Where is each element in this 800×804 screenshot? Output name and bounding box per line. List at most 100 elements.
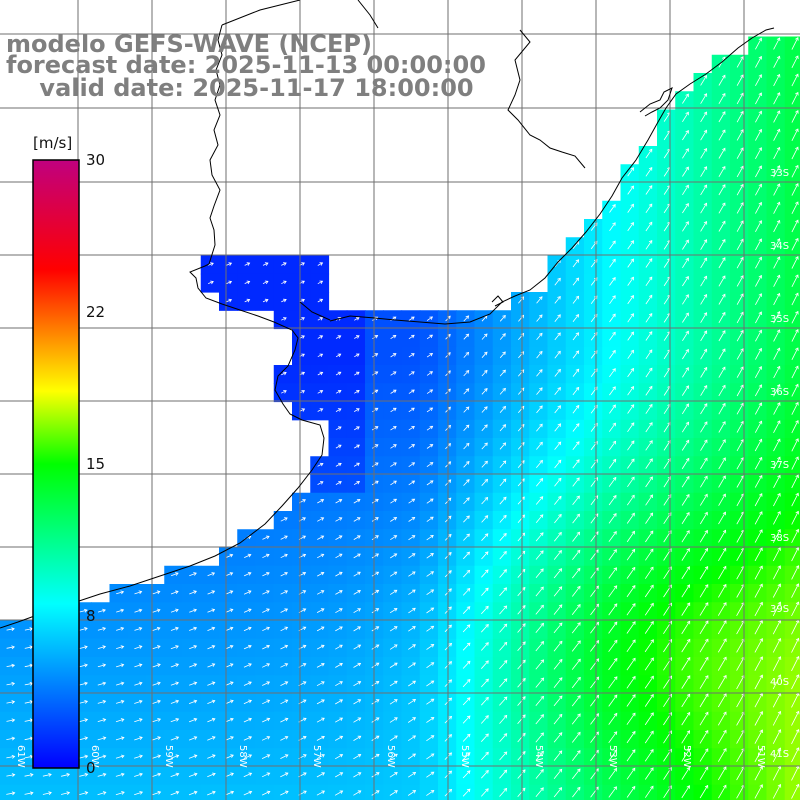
wind-cell — [456, 401, 476, 421]
wind-arrow-head — [248, 754, 253, 758]
wind-cell — [273, 711, 293, 731]
wind-arrow — [243, 572, 252, 577]
wind-cell — [711, 401, 731, 421]
wind-arrow-head — [11, 681, 16, 686]
wind-arrow — [718, 403, 726, 415]
wind-cell — [292, 766, 311, 786]
wind-arrow-head — [776, 292, 781, 297]
wind-arrow-head — [594, 386, 598, 391]
wind-cell — [584, 292, 603, 311]
wind-arrow — [97, 719, 106, 722]
wind-arrow-head — [595, 639, 600, 644]
wind-arrow-head — [632, 603, 636, 607]
wind-arrow — [535, 659, 544, 670]
wind-arrow-head — [650, 748, 654, 753]
wind-arrow-head — [575, 386, 580, 391]
wind-arrow — [627, 167, 634, 177]
wind-arrow-head — [229, 663, 234, 667]
wind-arrow — [262, 280, 269, 284]
wind-arrow — [736, 730, 745, 744]
wind-arrow-head — [248, 644, 252, 649]
wind-arrow — [700, 239, 707, 250]
wind-arrow — [353, 626, 361, 632]
wind-arrow-head — [758, 165, 762, 170]
wind-arrow — [244, 554, 251, 558]
wind-arrow — [335, 335, 341, 339]
wind-arrow — [353, 517, 361, 522]
wind-arrow-head — [630, 258, 634, 263]
wind-arrow-head — [631, 767, 636, 772]
wind-cell — [346, 657, 366, 676]
wind-arrow — [389, 644, 398, 650]
wind-cell — [237, 711, 257, 731]
wind-arrow — [426, 480, 434, 486]
wind-arrow — [481, 660, 489, 669]
wind-arrow-head — [722, 511, 726, 516]
wind-arrow — [718, 457, 726, 470]
wind-cell — [492, 365, 512, 384]
wind-arrow-head — [393, 407, 397, 412]
wind-arrow — [316, 681, 325, 687]
wind-arrow-head — [338, 481, 342, 485]
wind-cell — [547, 419, 567, 439]
wind-cell — [584, 638, 603, 658]
wind-arrow-head — [266, 572, 270, 576]
wind-arrow-head — [84, 627, 88, 631]
coastline-segment — [507, 29, 586, 169]
wind-cell — [638, 638, 658, 658]
wind-arrow-head — [394, 680, 398, 685]
wind-arrow-head — [411, 353, 415, 357]
wind-arrow — [773, 92, 780, 105]
wind-cell — [547, 492, 567, 512]
wind-arrow-head — [230, 717, 234, 722]
wind-cell — [620, 164, 640, 184]
wind-cell — [474, 401, 494, 421]
wind-arrow — [700, 111, 707, 123]
wind-cell — [511, 748, 530, 768]
wind-arrow-head — [157, 790, 162, 795]
wind-cell — [730, 73, 749, 92]
wind-cell — [784, 657, 800, 676]
wind-arrow — [700, 476, 708, 488]
wind-arrow — [353, 735, 361, 741]
wind-cell — [529, 766, 549, 786]
wind-arrow-head — [539, 441, 543, 446]
wind-arrow — [700, 294, 707, 305]
wind-arrow-head — [612, 386, 616, 390]
wind-arrow-head — [375, 571, 380, 576]
wind-arrow-head — [430, 644, 435, 648]
wind-arrow-head — [558, 677, 563, 681]
wind-arrow — [535, 751, 544, 761]
wind-arrow — [553, 604, 563, 615]
wind-arrow-head — [302, 681, 307, 685]
wind-arrow — [608, 513, 617, 524]
wind-arrow — [755, 165, 762, 178]
wind-arrow — [353, 481, 360, 486]
wind-arrow-head — [722, 111, 726, 115]
wind-cell — [565, 620, 585, 640]
wind-arrow — [645, 404, 653, 414]
wind-cell — [456, 602, 476, 622]
wind-cell — [602, 419, 622, 439]
wind-arrow — [718, 385, 726, 397]
wind-arrow — [571, 604, 581, 616]
wind-cell — [602, 310, 622, 330]
wind-arrow-head — [686, 584, 690, 588]
wind-arrow — [663, 130, 671, 141]
wind-arrow-head — [685, 457, 690, 462]
wind-arrow-head — [393, 426, 397, 430]
wind-arrow-head — [722, 475, 726, 480]
wind-arrow — [754, 402, 762, 415]
wind-arrow-head — [429, 498, 434, 502]
wind-cell — [565, 255, 585, 275]
wind-arrow — [262, 590, 270, 595]
wind-arrow — [371, 626, 379, 632]
wind-arrow-head — [411, 480, 416, 484]
wind-cell — [730, 346, 749, 366]
wind-arrow — [280, 608, 288, 613]
wind-cell — [328, 638, 348, 658]
wind-arrow — [134, 682, 143, 686]
wind-arrow — [335, 626, 343, 632]
wind-arrow-head — [650, 566, 654, 571]
wind-arrow-head — [502, 442, 507, 446]
